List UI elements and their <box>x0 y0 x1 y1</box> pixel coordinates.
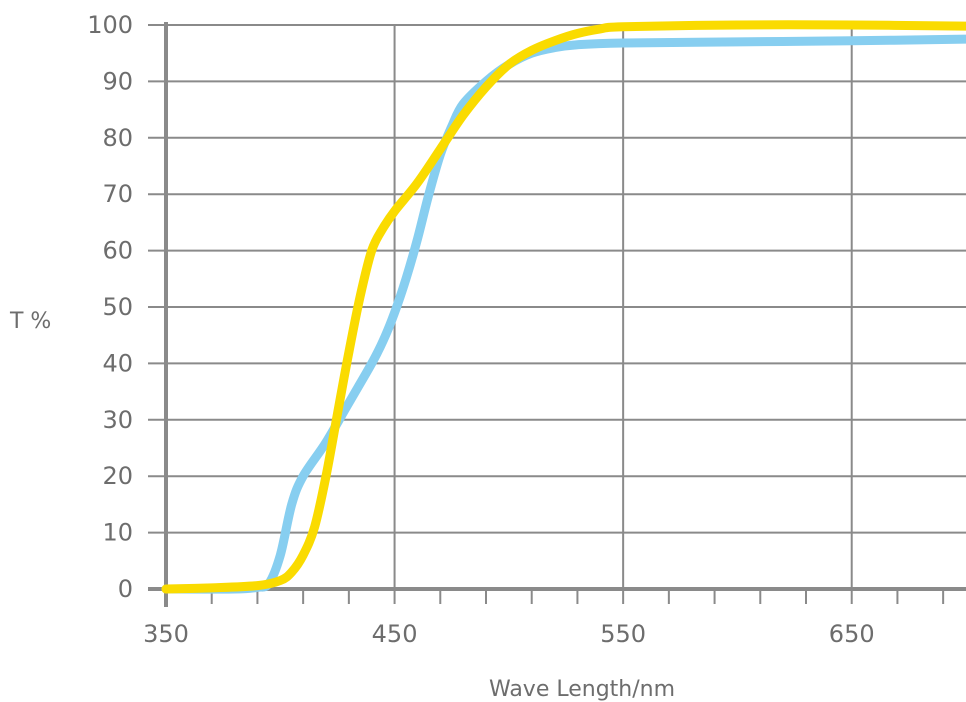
x-tick-labels: 350 450 550 650 <box>143 620 875 648</box>
x-tick-label: 350 <box>143 620 189 648</box>
y-tick-label: 30 <box>102 406 133 434</box>
grid-lines <box>148 24 966 589</box>
y-tick-label: 0 <box>118 575 133 603</box>
y-tick-labels: 0 10 20 30 40 50 60 70 80 90 100 <box>87 11 133 603</box>
x-tick-label: 650 <box>829 620 875 648</box>
y-tick-label: 40 <box>102 349 133 377</box>
y-tick-label: 70 <box>102 180 133 208</box>
y-tick-label: 90 <box>102 67 133 95</box>
y-tick-label: 60 <box>102 237 133 265</box>
y-tick-label: 80 <box>102 124 133 152</box>
y-tick-label: 100 <box>87 11 133 39</box>
y-tick-label: 20 <box>102 462 133 490</box>
x-tick-label: 450 <box>372 620 418 648</box>
axes <box>148 22 966 607</box>
y-axis-title: T % <box>9 309 51 334</box>
y-tick-label: 10 <box>102 519 133 547</box>
series-line-2 <box>161 20 966 594</box>
y-tick-label: 50 <box>102 293 133 321</box>
x-tick-label: 550 <box>600 620 646 648</box>
series-line-1 <box>161 34 966 594</box>
series-layer <box>161 20 966 594</box>
x-axis-title: Wave Length/nm <box>489 677 675 702</box>
